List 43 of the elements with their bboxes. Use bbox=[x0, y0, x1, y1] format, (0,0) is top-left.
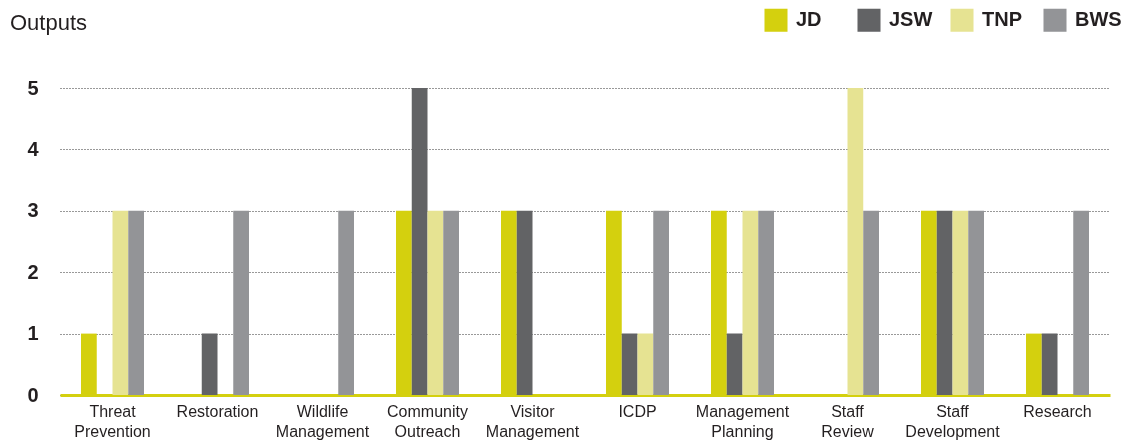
bar bbox=[758, 210, 774, 395]
y-tick-label: 1 bbox=[27, 322, 39, 345]
bar bbox=[952, 210, 969, 395]
bar bbox=[411, 88, 428, 395]
x-tick-label: Threat Prevention bbox=[74, 402, 151, 440]
legend-label: BWS bbox=[1075, 8, 1122, 31]
legend-label: JSW bbox=[889, 8, 933, 31]
legend-label: JD bbox=[796, 8, 822, 31]
x-tick-label: Community Outreach bbox=[387, 402, 468, 440]
bar bbox=[112, 210, 129, 395]
x-tick-label: Research bbox=[1023, 402, 1092, 420]
y-tick-label: 0 bbox=[27, 383, 39, 406]
x-tick-label: ICDP bbox=[618, 402, 657, 420]
chart-title: Outputs bbox=[10, 10, 88, 35]
y-tick-label: 3 bbox=[27, 199, 39, 222]
bar bbox=[742, 210, 759, 395]
x-tick-label: Staff Development bbox=[905, 402, 1001, 440]
x-tick-label: Management Planning bbox=[695, 402, 790, 440]
bar bbox=[637, 333, 654, 395]
bar bbox=[1041, 333, 1058, 395]
bar bbox=[863, 210, 879, 395]
bar bbox=[653, 210, 669, 395]
x-tick-label: Wildlife Management bbox=[275, 402, 370, 440]
x-tick-label: Visitor Management bbox=[485, 402, 580, 440]
bar bbox=[621, 333, 638, 395]
y-tick-label: 4 bbox=[27, 137, 40, 160]
bar bbox=[1073, 210, 1089, 395]
bar bbox=[847, 88, 864, 395]
bar bbox=[427, 210, 444, 395]
bar bbox=[936, 210, 953, 395]
x-tick-label: Restoration bbox=[176, 402, 259, 420]
bar bbox=[968, 210, 984, 395]
y-tick-label: 2 bbox=[27, 260, 39, 283]
bar bbox=[233, 210, 249, 395]
y-tick-label: 5 bbox=[27, 76, 39, 99]
bar bbox=[516, 210, 533, 395]
bar bbox=[128, 210, 144, 395]
x-tick-label: Staff Review bbox=[821, 402, 875, 440]
bar bbox=[726, 333, 743, 395]
bar bbox=[443, 210, 459, 395]
legend-label: TNP bbox=[982, 8, 1022, 31]
bar bbox=[338, 210, 354, 395]
bar bbox=[201, 333, 218, 395]
